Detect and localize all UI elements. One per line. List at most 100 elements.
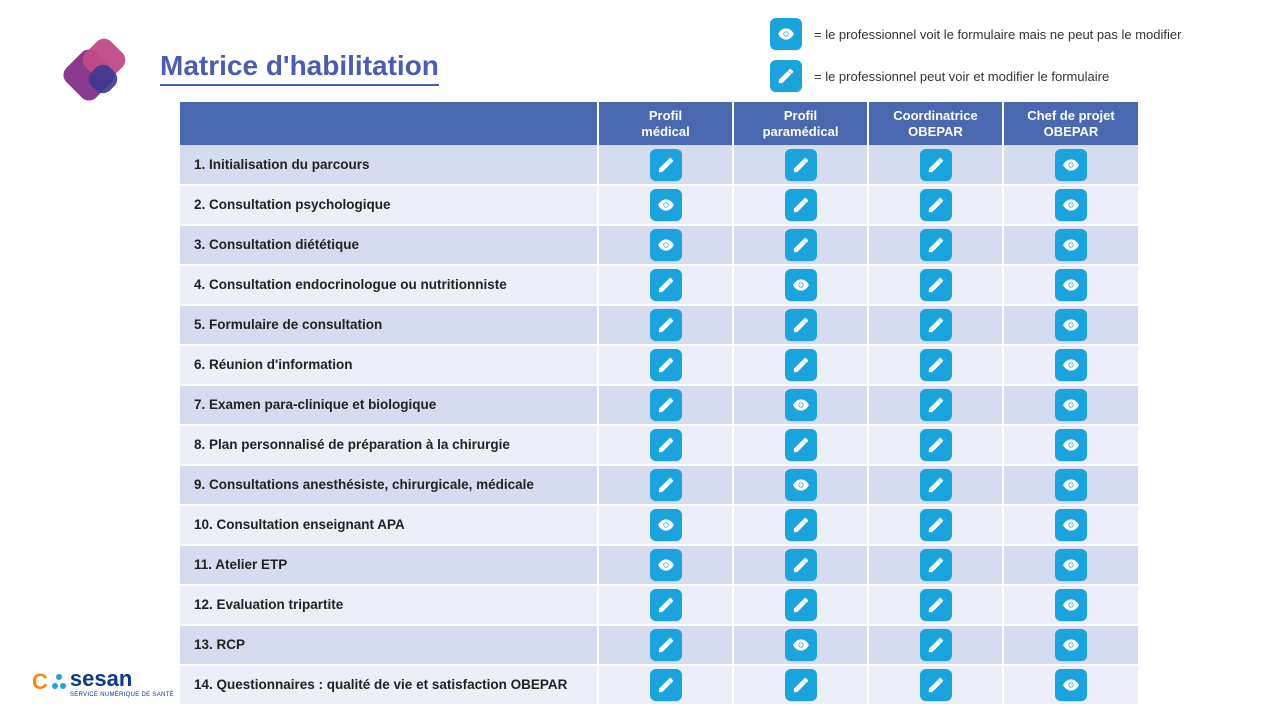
edit-icon (920, 189, 952, 221)
permission-cell (868, 225, 1003, 265)
edit-icon (920, 469, 952, 501)
row-label: 5. Formulaire de consultation (180, 305, 598, 345)
permission-cell (868, 545, 1003, 585)
edit-icon (920, 589, 952, 621)
permission-cell (598, 425, 733, 465)
row-label: 13. RCP (180, 625, 598, 665)
permission-cell (733, 225, 868, 265)
permission-cell (733, 625, 868, 665)
permission-cell (598, 225, 733, 265)
eye-icon (1055, 229, 1087, 261)
permission-cell (1003, 385, 1138, 425)
row-label: 3. Consultation diététique (180, 225, 598, 265)
logo-text: sesan (70, 666, 132, 691)
table-row: 7. Examen para-clinique et biologique (180, 385, 1138, 425)
permission-cell (733, 545, 868, 585)
edit-icon (785, 589, 817, 621)
permission-cell (598, 185, 733, 225)
permission-cell (868, 385, 1003, 425)
edit-icon (650, 309, 682, 341)
permission-cell (868, 185, 1003, 225)
permission-cell (598, 625, 733, 665)
legend-view-row: = le professionnel voit le formulaire ma… (770, 18, 1250, 50)
permission-cell (598, 345, 733, 385)
legend-edit-row: = le professionnel peut voir et modifier… (770, 60, 1250, 92)
permission-cell (598, 665, 733, 705)
row-label: 2. Consultation psychologique (180, 185, 598, 225)
row-label: 6. Réunion d'information (180, 345, 598, 385)
edit-icon (785, 149, 817, 181)
eye-icon (650, 549, 682, 581)
permission-cell (733, 145, 868, 185)
edit-icon (650, 629, 682, 661)
permission-cell (1003, 305, 1138, 345)
header-col-2: CoordinatriceOBEPAR (868, 102, 1003, 145)
eye-icon (770, 18, 802, 50)
header-col-3: Chef de projetOBEPAR (1003, 102, 1138, 145)
eye-icon (1055, 469, 1087, 501)
edit-icon (650, 669, 682, 701)
permission-cell (733, 265, 868, 305)
permission-cell (733, 585, 868, 625)
permission-cell (598, 145, 733, 185)
legend-view-text: = le professionnel voit le formulaire ma… (814, 27, 1181, 42)
eye-icon (1055, 309, 1087, 341)
table-row: 3. Consultation diététique (180, 225, 1138, 265)
row-label: 12. Evaluation tripartite (180, 585, 598, 625)
permission-cell (1003, 465, 1138, 505)
permission-cell (733, 505, 868, 545)
edit-icon (650, 269, 682, 301)
edit-icon (785, 349, 817, 381)
edit-icon (785, 429, 817, 461)
table-row: 10. Consultation enseignant APA (180, 505, 1138, 545)
table-row: 2. Consultation psychologique (180, 185, 1138, 225)
edit-icon (920, 229, 952, 261)
row-label: 14. Questionnaires : qualité de vie et s… (180, 665, 598, 705)
table-row: 9. Consultations anesthésiste, chirurgic… (180, 465, 1138, 505)
edit-icon (650, 389, 682, 421)
header-col-0: Profilmédical (598, 102, 733, 145)
eye-icon (650, 509, 682, 541)
edit-icon (785, 229, 817, 261)
permission-cell (868, 505, 1003, 545)
table-row: 8. Plan personnalisé de préparation à la… (180, 425, 1138, 465)
row-label: 10. Consultation enseignant APA (180, 505, 598, 545)
eye-icon (785, 389, 817, 421)
permission-cell (868, 465, 1003, 505)
edit-icon (785, 669, 817, 701)
permission-cell (598, 505, 733, 545)
header-empty (180, 102, 598, 145)
row-label: 4. Consultation endocrinologue ou nutrit… (180, 265, 598, 305)
permission-cell (733, 425, 868, 465)
edit-icon (920, 309, 952, 341)
edit-icon (785, 509, 817, 541)
table-row: 5. Formulaire de consultation (180, 305, 1138, 345)
permission-cell (733, 345, 868, 385)
permission-cell (868, 145, 1003, 185)
permission-cell (868, 345, 1003, 385)
row-label: 11. Atelier ETP (180, 545, 598, 585)
eye-icon (1055, 589, 1087, 621)
edit-icon (785, 189, 817, 221)
edit-icon (920, 509, 952, 541)
row-label: 7. Examen para-clinique et biologique (180, 385, 598, 425)
permission-cell (598, 545, 733, 585)
edit-icon (920, 389, 952, 421)
eye-icon (1055, 509, 1087, 541)
row-label: 1. Initialisation du parcours (180, 145, 598, 185)
permission-cell (1003, 345, 1138, 385)
edit-icon (920, 149, 952, 181)
brand-logo-top (60, 38, 130, 108)
permission-cell (868, 265, 1003, 305)
edit-icon (920, 269, 952, 301)
permission-cell (868, 305, 1003, 345)
edit-icon (785, 309, 817, 341)
eye-icon (785, 469, 817, 501)
permission-cell (1003, 425, 1138, 465)
permission-cell (1003, 505, 1138, 545)
table-row: 13. RCP (180, 625, 1138, 665)
permission-cell (1003, 185, 1138, 225)
eye-icon (1055, 429, 1087, 461)
permission-cell (1003, 145, 1138, 185)
eye-icon (650, 229, 682, 261)
